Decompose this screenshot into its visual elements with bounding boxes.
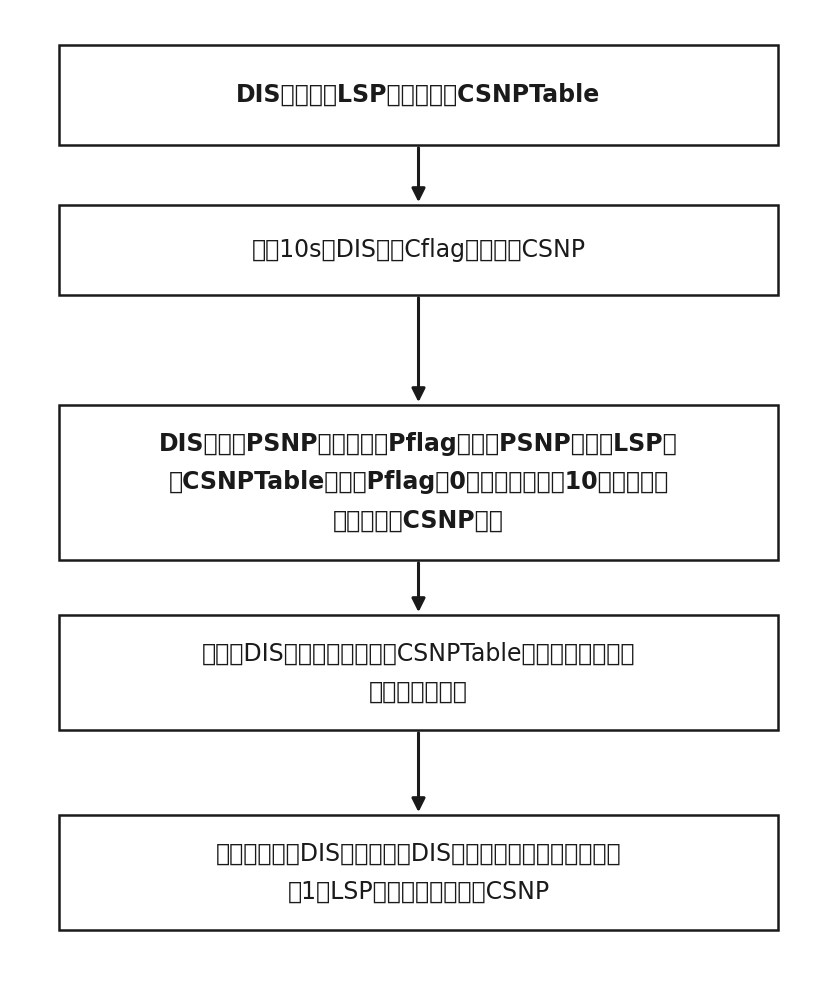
Text: 若CSNPTable中还有Pflag为0的表项，则每隔10秒钟在链路: 若CSNPTable中还有Pflag为0的表项，则每隔10秒钟在链路 — [168, 471, 668, 494]
Bar — [59, 615, 777, 730]
Bar — [59, 405, 777, 560]
Text: DIS接收新的LSP报文，设置CSNPTable: DIS接收新的LSP报文，设置CSNPTable — [236, 83, 600, 107]
Text: 上广播一次CSNP报文: 上广播一次CSNP报文 — [333, 508, 503, 532]
Bar — [59, 205, 777, 295]
Text: 如果有DIS的邻居断开，则表CSNPTable中该邻接对应的表: 如果有DIS的邻居断开，则表CSNPTable中该邻接对应的表 — [201, 642, 635, 666]
Bar — [59, 45, 777, 145]
Text: 如果新增一个DIS的邻居，则DIS接收到该邻居发送的序列号: 如果新增一个DIS的邻居，则DIS接收到该邻居发送的序列号 — [216, 842, 620, 865]
Text: 等待10s，DIS更新Cflag值后广播CSNP: 等待10s，DIS更新Cflag值后广播CSNP — [251, 238, 585, 262]
Text: 项立即被删除。: 项立即被删除。 — [369, 680, 467, 704]
Bar — [59, 815, 777, 930]
Text: DIS接收到PSNP报文，设置Pflag，发送PSNP请求的LSP。: DIS接收到PSNP报文，设置Pflag，发送PSNP请求的LSP。 — [159, 432, 677, 456]
Text: 为1的LSP，且广播该邻居的CSNP: 为1的LSP，且广播该邻居的CSNP — [287, 880, 549, 904]
